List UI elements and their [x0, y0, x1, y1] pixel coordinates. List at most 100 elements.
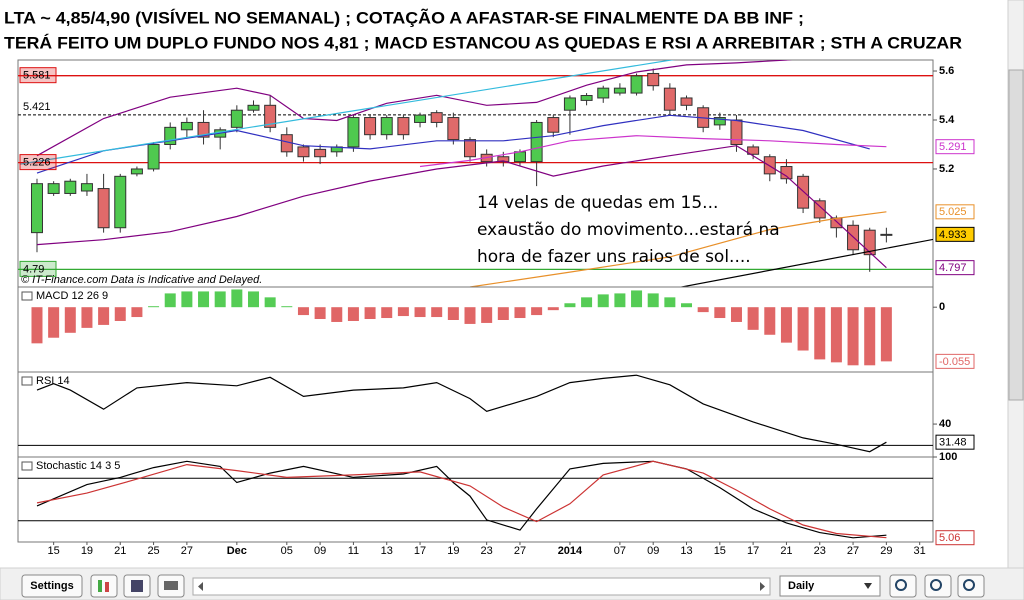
- chart-type-button[interactable]: [90, 574, 118, 598]
- candle-body: [380, 117, 393, 136]
- candle-body: [97, 188, 110, 229]
- series-line: [36, 460, 887, 539]
- x-tick-label: 15: [714, 545, 726, 557]
- bar: [514, 307, 526, 319]
- candle-body: [513, 151, 526, 163]
- zoom-in-button[interactable]: [957, 574, 985, 598]
- horizontal-scrollbar[interactable]: [192, 577, 771, 596]
- x-tick-label: 07: [614, 545, 626, 557]
- icon: [164, 581, 178, 590]
- annotation: hora de fazer uns raios de sol....: [477, 247, 751, 267]
- x-tick-label: 27: [847, 545, 859, 557]
- bar: [198, 291, 210, 308]
- value-label: 31.48: [939, 437, 967, 449]
- annotation: exaustão do movimento...estará na: [477, 220, 780, 240]
- value-label: 4.797: [939, 262, 967, 274]
- level-label: 5.226: [23, 157, 51, 169]
- bar: [631, 290, 643, 308]
- bar: [148, 306, 160, 308]
- candle-body: [680, 97, 693, 106]
- series-line: [419, 135, 887, 168]
- y-tick-label: 40: [939, 418, 951, 430]
- value-box: [935, 226, 975, 242]
- candle-body: [613, 87, 626, 94]
- candle-body: [247, 104, 260, 111]
- interval-select[interactable]: [779, 575, 881, 597]
- candle-body: [197, 121, 210, 138]
- candle-body: [180, 121, 193, 131]
- level-box: [19, 154, 57, 171]
- bar: [497, 307, 509, 320]
- scroll-thumb[interactable]: [1008, 69, 1024, 401]
- candle-body: [264, 104, 277, 128]
- candle-body: [530, 121, 543, 163]
- bar: [481, 307, 493, 323]
- header-line: TERÁ FEITO UM DUPLO FUNDO NOS 4,81 ; MAC…: [4, 33, 962, 52]
- bar: [64, 307, 76, 333]
- candle-body: [563, 97, 576, 111]
- candle-body: [497, 156, 510, 163]
- candle-body: [880, 233, 893, 236]
- bar: [131, 307, 143, 318]
- bar: [181, 291, 193, 308]
- y-tick-label: 5.2: [939, 163, 954, 175]
- bar: [247, 291, 259, 308]
- zoom-out-button[interactable]: [924, 574, 952, 598]
- candle-body: [713, 117, 726, 126]
- series-line: [36, 114, 870, 174]
- icon: [963, 579, 975, 591]
- bar: [647, 293, 659, 308]
- level-box: [19, 260, 57, 277]
- candle-body: [314, 148, 327, 158]
- series-line: [36, 374, 887, 453]
- icon: [895, 579, 907, 591]
- value-label: 5.291: [939, 141, 967, 153]
- bar: [564, 303, 576, 308]
- interval-label: Daily: [788, 580, 815, 592]
- bar: [81, 307, 93, 328]
- level-label: 4.79: [23, 263, 44, 275]
- value-box: [935, 139, 975, 155]
- candle-body: [797, 175, 810, 209]
- bar: [98, 307, 110, 325]
- x-tick-label: 23: [814, 545, 826, 557]
- panel-title: MACD 12 26 9: [36, 290, 108, 302]
- x-tick-label: 27: [181, 545, 193, 557]
- value-label: -0.055: [939, 356, 970, 368]
- x-tick-label: 19: [447, 545, 459, 557]
- bar: [547, 307, 559, 311]
- series-line: [469, 211, 887, 287]
- candle-body: [663, 87, 676, 111]
- bar: [381, 307, 393, 319]
- icon: [930, 579, 942, 591]
- bar: [297, 307, 309, 316]
- bar: [264, 297, 276, 308]
- panel-frame: [17, 286, 934, 373]
- candle-body: [447, 117, 460, 141]
- candle-body: [297, 146, 310, 158]
- bar: [730, 307, 742, 322]
- series-line: [678, 238, 933, 287]
- bar: [231, 289, 243, 308]
- plot-area: [18, 60, 933, 287]
- candle-body: [730, 119, 743, 145]
- candle-body: [430, 112, 443, 123]
- value-box: [935, 204, 975, 220]
- series-line: [36, 60, 793, 157]
- y-tick-label: 5.4: [939, 114, 955, 126]
- x-tick-label: 19: [81, 545, 93, 557]
- candle-body: [347, 117, 360, 148]
- x-tick-label: 25: [147, 545, 159, 557]
- candle-body: [464, 139, 477, 158]
- candle-body: [364, 117, 377, 136]
- icon: [105, 582, 109, 592]
- bar: [747, 307, 759, 330]
- zoom-fit-button[interactable]: [889, 574, 917, 598]
- series-line: [36, 145, 887, 269]
- y-tick-label: 0: [939, 301, 945, 313]
- bar: [780, 307, 792, 343]
- settings-button[interactable]: [21, 574, 83, 598]
- icon: [131, 580, 143, 592]
- candle-body: [597, 87, 610, 99]
- candle-body: [47, 183, 60, 194]
